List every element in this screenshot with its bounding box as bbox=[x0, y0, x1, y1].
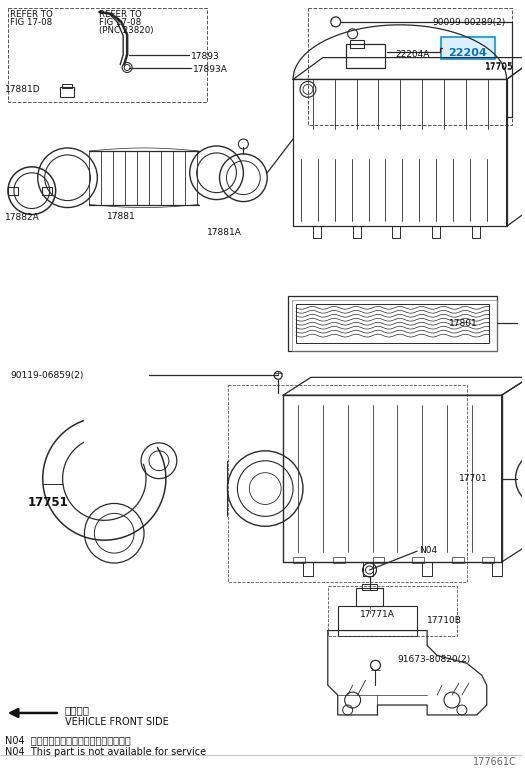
Text: 17882A: 17882A bbox=[5, 214, 40, 223]
Text: 17893: 17893 bbox=[191, 51, 219, 61]
Bar bbox=[355, 588, 383, 606]
Bar bbox=[292, 300, 497, 350]
Text: N04: N04 bbox=[419, 546, 437, 555]
Bar bbox=[362, 584, 377, 590]
Text: REFER TO: REFER TO bbox=[10, 10, 52, 19]
Bar bbox=[422, 562, 432, 576]
Bar bbox=[308, 8, 511, 125]
Bar bbox=[228, 386, 467, 582]
Text: FIG 17-08: FIG 17-08 bbox=[99, 18, 141, 27]
Text: 90099-00289(2): 90099-00289(2) bbox=[432, 18, 506, 27]
Bar bbox=[472, 227, 480, 238]
Bar bbox=[303, 562, 313, 576]
Bar bbox=[482, 557, 494, 563]
Bar bbox=[353, 227, 361, 238]
Text: 17705: 17705 bbox=[485, 63, 513, 72]
Text: 17881: 17881 bbox=[107, 211, 136, 220]
Bar bbox=[328, 586, 457, 635]
Bar bbox=[293, 557, 305, 563]
Text: N04  この部品については補給していません: N04 この部品については補給していません bbox=[5, 735, 131, 745]
Bar bbox=[363, 562, 373, 576]
FancyBboxPatch shape bbox=[441, 37, 495, 58]
Bar bbox=[492, 562, 501, 576]
Text: 17801: 17801 bbox=[449, 319, 478, 328]
Text: 177661C: 177661C bbox=[473, 756, 517, 766]
Bar bbox=[392, 227, 401, 238]
Text: FIG 17-08: FIG 17-08 bbox=[10, 18, 52, 27]
Bar bbox=[350, 40, 363, 48]
Bar bbox=[60, 88, 74, 98]
Bar bbox=[412, 557, 424, 563]
Text: 17893A: 17893A bbox=[193, 65, 227, 74]
Bar bbox=[8, 8, 207, 102]
Text: VEHICLE FRONT SIDE: VEHICLE FRONT SIDE bbox=[65, 717, 169, 727]
Text: 17710B: 17710B bbox=[427, 616, 462, 625]
Text: N04  This part is not available for service: N04 This part is not available for servi… bbox=[5, 746, 206, 756]
Text: 17751: 17751 bbox=[28, 496, 69, 509]
Text: (PNC 23820): (PNC 23820) bbox=[99, 26, 154, 35]
Text: 91673-80820(2): 91673-80820(2) bbox=[397, 655, 470, 664]
Bar bbox=[61, 84, 71, 88]
Bar bbox=[345, 44, 385, 68]
Bar bbox=[432, 227, 440, 238]
Bar bbox=[41, 187, 51, 194]
Text: 17771A: 17771A bbox=[360, 610, 395, 619]
Bar bbox=[338, 606, 417, 635]
Text: REFER TO: REFER TO bbox=[99, 10, 142, 19]
Text: 17881D: 17881D bbox=[5, 85, 40, 94]
Bar bbox=[373, 557, 384, 563]
Text: 22204: 22204 bbox=[448, 48, 487, 58]
Bar bbox=[8, 187, 18, 194]
Bar bbox=[452, 557, 464, 563]
Bar bbox=[333, 557, 345, 563]
Text: 17705: 17705 bbox=[485, 61, 513, 71]
Text: 90119-06859(2): 90119-06859(2) bbox=[10, 372, 83, 380]
Bar bbox=[288, 296, 497, 350]
Text: 22204A: 22204A bbox=[395, 50, 430, 58]
Text: 17881A: 17881A bbox=[207, 228, 242, 237]
Bar bbox=[296, 304, 489, 343]
Text: 17701: 17701 bbox=[459, 474, 488, 483]
Text: 車両前方: 車両前方 bbox=[65, 705, 90, 715]
Bar bbox=[313, 227, 321, 238]
